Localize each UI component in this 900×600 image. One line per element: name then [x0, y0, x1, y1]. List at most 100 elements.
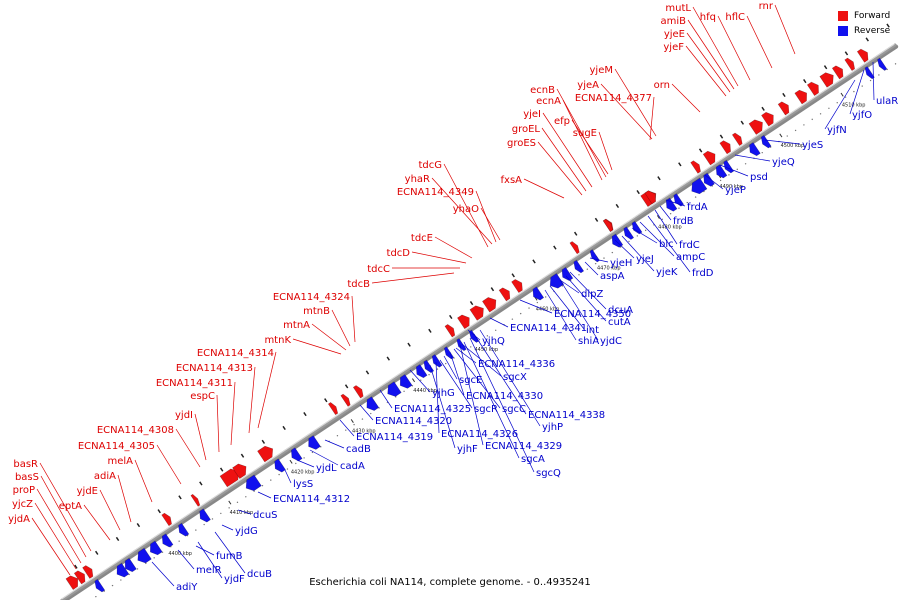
reverse-gene-arrow: [691, 177, 708, 195]
backbone-highlight: [61, 43, 895, 600]
gene-tick: [678, 162, 682, 167]
forward-gene-arrow: [340, 393, 351, 407]
scale-dot: [320, 446, 322, 448]
scale-dot: [744, 163, 747, 165]
gene-tick: [553, 245, 557, 250]
scale-tick-label: 4470 kbp: [597, 265, 621, 271]
leader-line: [379, 389, 393, 409]
reverse-gene-arrow: [161, 533, 174, 548]
gene-label: dcuS: [253, 510, 278, 521]
leader-line: [872, 61, 875, 101]
scale-dot: [336, 435, 339, 437]
leader-line: [824, 79, 856, 130]
gene-tick: [490, 287, 495, 292]
gene-label: ECNA114_4308: [97, 425, 174, 436]
leader-line: [687, 19, 735, 90]
scale-dot: [111, 584, 114, 587]
reverse-swatch: [838, 25, 848, 36]
scale-dot: [470, 346, 472, 348]
gene-tick: [532, 259, 536, 264]
scale-dot: [361, 418, 364, 420]
scale-dot: [395, 396, 397, 398]
legend-reverse-label: Reverse: [854, 25, 891, 36]
scale-dot: [719, 179, 722, 182]
scale-tick: [779, 133, 783, 138]
gene-label: yjeI: [523, 109, 541, 120]
legend: Forward Reverse: [838, 8, 890, 38]
leader-line: [284, 469, 292, 484]
leader-line: [435, 361, 440, 434]
leader-line: [296, 459, 315, 468]
reverse-gene-arrow: [137, 547, 152, 564]
gene-label: sgcQ: [536, 468, 561, 479]
scale-dot: [603, 257, 605, 259]
gene-label: mutL: [665, 3, 691, 14]
scale-dot: [295, 462, 297, 465]
leader-line: [214, 531, 246, 574]
reverse-gene-arrow: [561, 267, 574, 281]
gene-tick: [511, 273, 515, 278]
scale-dot: [761, 151, 763, 154]
leader-line: [719, 164, 749, 177]
gene-tick: [157, 509, 161, 514]
gene-label: yjhP: [542, 422, 563, 433]
forward-gene-arrow: [65, 575, 79, 590]
gene-label: melA: [107, 456, 133, 467]
gene-tick: [719, 134, 724, 139]
gene-label: yjhQ: [482, 336, 505, 347]
gene-label: yjeM: [590, 65, 613, 76]
gene-label: mtnA: [283, 320, 310, 331]
scale-dot: [378, 407, 380, 409]
gene-label: yjcZ: [12, 499, 33, 510]
gene-label: mtnK: [264, 335, 291, 346]
leader-line: [117, 474, 132, 523]
gene-tick: [615, 203, 620, 209]
scale-dot: [203, 523, 205, 526]
scale-dot: [211, 518, 214, 520]
genome-backbone: [60, 43, 899, 600]
leader-line: [556, 88, 607, 178]
leader-line: [549, 285, 585, 330]
gene-label: groEL: [512, 124, 541, 135]
leader-line: [31, 517, 71, 576]
reverse-gene-arrow: [291, 447, 303, 462]
scale-dot: [436, 368, 439, 370]
scale-dot: [678, 207, 680, 209]
gene-label: cadA: [340, 461, 365, 472]
legend-forward: Forward: [838, 8, 890, 23]
leader-line: [598, 131, 613, 171]
leader-line: [469, 337, 535, 473]
reverse-gene-arrow: [549, 273, 565, 289]
leader-line: [309, 449, 339, 466]
leader-line: [589, 257, 609, 263]
gene-label: ECNA114_4319: [356, 432, 433, 443]
scale-tick: [411, 378, 416, 383]
scale-dot: [536, 301, 539, 304]
gene-tick: [178, 495, 182, 500]
scale-dot: [353, 423, 355, 426]
leader-line: [339, 419, 355, 437]
leader-line: [216, 394, 220, 453]
leader-line: [621, 235, 655, 272]
scale-dot: [894, 63, 897, 65]
gene-label: ecnB: [530, 85, 555, 96]
reverse-gene-arrow: [431, 354, 443, 368]
leader-line: [434, 236, 473, 259]
gene-tick: [823, 65, 828, 70]
gene-label: dipZ: [581, 289, 603, 300]
scale-dot: [811, 118, 813, 121]
leader-line: [324, 439, 345, 449]
leader-line: [671, 83, 701, 113]
scale-dot: [270, 479, 272, 481]
gene-label: yjdC: [600, 336, 622, 347]
scale-tick-label: 4430 kbp: [352, 429, 376, 435]
gene-label: yjeK: [656, 267, 678, 278]
forward-gene-arrow: [731, 132, 743, 146]
forward-gene-arrow: [469, 305, 484, 321]
scale-dot: [619, 246, 622, 248]
leader-line: [351, 295, 356, 343]
reverse-gene-arrow: [274, 458, 286, 473]
leader-line: [453, 348, 501, 409]
leader-line: [541, 127, 587, 192]
